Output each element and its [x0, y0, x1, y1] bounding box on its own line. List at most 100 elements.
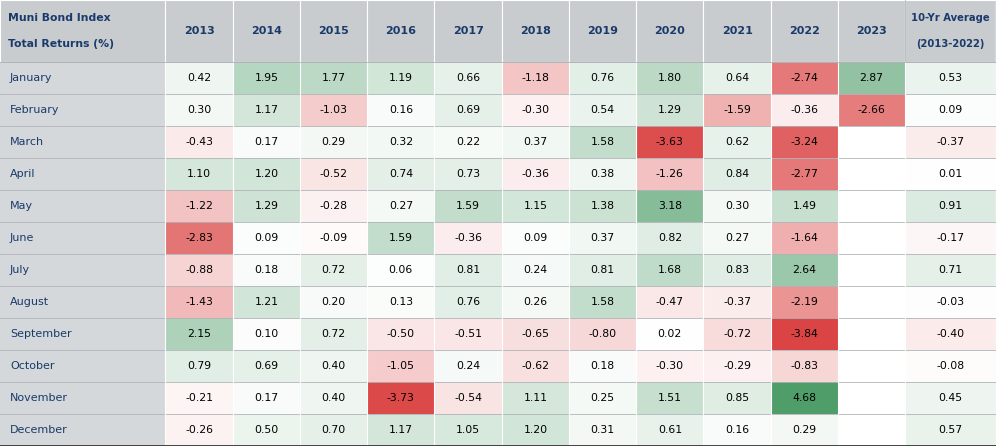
Text: 3.18: 3.18: [658, 201, 682, 211]
Text: 0.42: 0.42: [187, 73, 211, 83]
Text: 0.13: 0.13: [389, 297, 413, 307]
Bar: [838, 254, 905, 286]
Bar: [233, 158, 300, 190]
Bar: [636, 286, 703, 318]
Bar: [569, 94, 636, 126]
Text: 2023: 2023: [856, 26, 887, 36]
Text: -1.05: -1.05: [387, 361, 415, 371]
Text: -0.88: -0.88: [185, 265, 213, 275]
Text: 0.37: 0.37: [591, 233, 615, 243]
Bar: [569, 382, 636, 414]
Bar: [300, 222, 367, 254]
Text: 0.61: 0.61: [658, 425, 682, 435]
Text: 0.17: 0.17: [254, 393, 278, 403]
Bar: [233, 286, 300, 318]
Text: -0.65: -0.65: [521, 329, 549, 339]
Bar: [502, 62, 569, 94]
Text: -1.03: -1.03: [320, 105, 348, 115]
Bar: [0, 0, 165, 62]
Text: 0.26: 0.26: [523, 297, 547, 307]
Text: Muni Bond Index: Muni Bond Index: [8, 13, 111, 24]
Text: 0.72: 0.72: [322, 265, 346, 275]
Bar: [905, 126, 996, 158]
Bar: [165, 222, 233, 254]
Bar: [367, 62, 434, 94]
Bar: [569, 350, 636, 382]
Bar: [905, 414, 996, 446]
Bar: [703, 350, 771, 382]
Text: 0.27: 0.27: [389, 201, 413, 211]
Text: -0.21: -0.21: [185, 393, 213, 403]
Bar: [300, 94, 367, 126]
Bar: [233, 254, 300, 286]
Text: -2.66: -2.66: [858, 105, 886, 115]
Bar: [771, 94, 838, 126]
Text: September: September: [10, 329, 72, 339]
Bar: [434, 414, 502, 446]
Text: 0.29: 0.29: [322, 136, 346, 147]
Text: -2.83: -2.83: [185, 233, 213, 243]
Text: 1.68: 1.68: [658, 265, 682, 275]
Text: 0.71: 0.71: [939, 265, 963, 275]
Bar: [0, 190, 165, 222]
Text: 1.59: 1.59: [456, 201, 480, 211]
Bar: [165, 382, 233, 414]
Bar: [905, 190, 996, 222]
Text: 0.62: 0.62: [725, 136, 749, 147]
Bar: [233, 222, 300, 254]
Bar: [0, 414, 165, 446]
Text: -1.22: -1.22: [185, 201, 213, 211]
Bar: [0, 94, 165, 126]
Text: -1.64: -1.64: [790, 233, 818, 243]
Bar: [636, 158, 703, 190]
Text: 0.20: 0.20: [321, 297, 346, 307]
Text: 2.87: 2.87: [860, 73, 884, 83]
Text: 1.77: 1.77: [322, 73, 346, 83]
Text: -2.77: -2.77: [790, 169, 818, 179]
Bar: [771, 318, 838, 350]
Bar: [569, 126, 636, 158]
Bar: [233, 414, 300, 446]
Text: 0.02: 0.02: [658, 329, 682, 339]
Text: 0.69: 0.69: [456, 105, 480, 115]
Bar: [838, 286, 905, 318]
Text: 0.69: 0.69: [254, 361, 278, 371]
Text: 0.85: 0.85: [725, 393, 749, 403]
Text: 0.50: 0.50: [254, 425, 278, 435]
Text: June: June: [10, 233, 34, 243]
Text: -0.40: -0.40: [937, 329, 965, 339]
Text: -0.37: -0.37: [723, 297, 751, 307]
Text: -1.26: -1.26: [656, 169, 684, 179]
Text: (2013-2022): (2013-2022): [916, 39, 985, 50]
Bar: [703, 158, 771, 190]
Bar: [300, 126, 367, 158]
Text: August: August: [10, 297, 49, 307]
Bar: [703, 222, 771, 254]
Bar: [905, 318, 996, 350]
Bar: [838, 158, 905, 190]
Text: 0.70: 0.70: [321, 425, 346, 435]
Bar: [838, 382, 905, 414]
Bar: [233, 62, 300, 94]
Text: -0.17: -0.17: [937, 233, 965, 243]
Bar: [569, 222, 636, 254]
Bar: [636, 94, 703, 126]
Text: May: May: [10, 201, 33, 211]
Text: 2.15: 2.15: [187, 329, 211, 339]
Text: 0.24: 0.24: [523, 265, 547, 275]
Text: July: July: [10, 265, 30, 275]
Bar: [838, 350, 905, 382]
Bar: [300, 318, 367, 350]
Text: 0.16: 0.16: [725, 425, 749, 435]
Bar: [838, 318, 905, 350]
Bar: [771, 382, 838, 414]
Text: -0.36: -0.36: [790, 105, 818, 115]
Bar: [367, 94, 434, 126]
Bar: [434, 350, 502, 382]
Bar: [367, 254, 434, 286]
Text: 2022: 2022: [789, 26, 820, 36]
Bar: [0, 286, 165, 318]
Text: -0.29: -0.29: [723, 361, 751, 371]
Bar: [838, 222, 905, 254]
Bar: [434, 254, 502, 286]
